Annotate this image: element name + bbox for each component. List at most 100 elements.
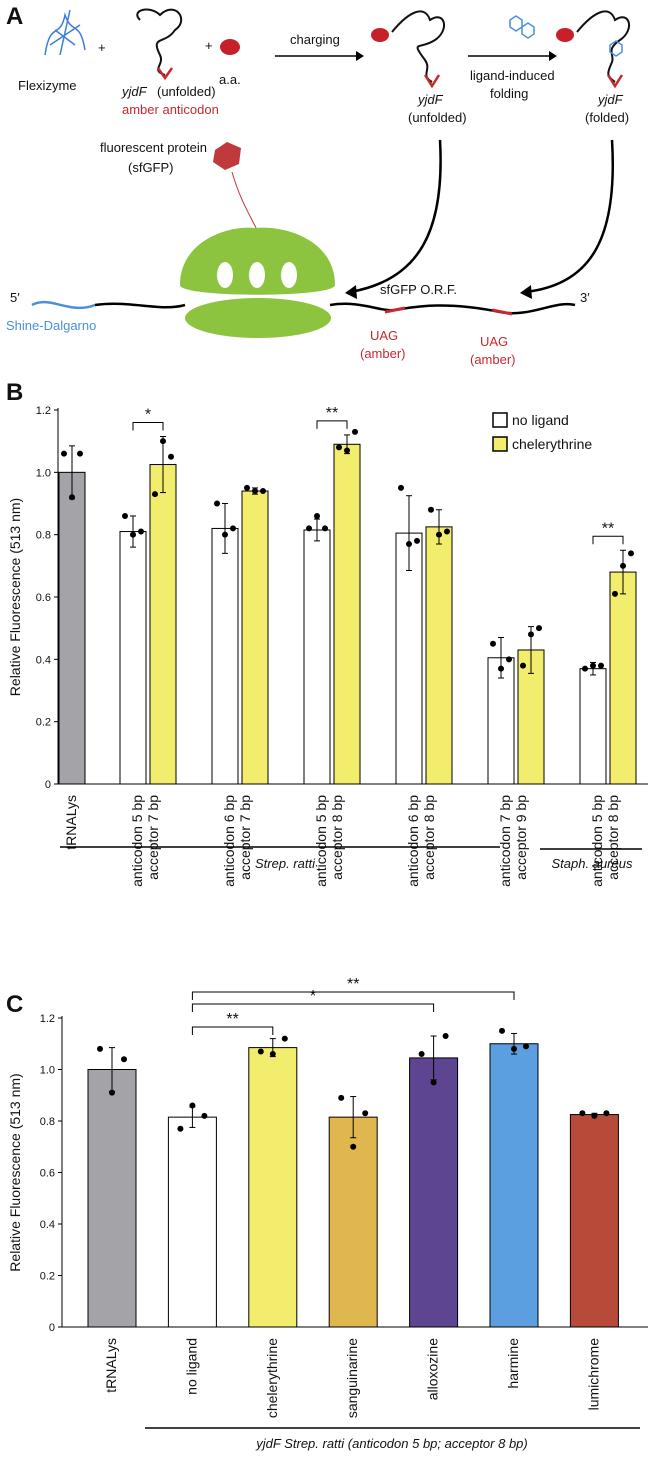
bar <box>333 443 361 785</box>
label: (unfolded) <box>408 110 467 125</box>
significance-bracket <box>316 420 348 429</box>
legend-swatch <box>492 436 508 452</box>
bar <box>425 526 453 785</box>
label: Shine-Dalgarno <box>6 318 96 333</box>
anticodon <box>423 74 441 89</box>
data-point <box>257 1048 264 1055</box>
bar <box>248 1047 298 1328</box>
shine-dalgarno-seq <box>31 300 96 310</box>
y-tick-label: 0 <box>45 779 51 791</box>
y-tick-label: 0.6 <box>36 592 51 604</box>
x-tick-label: acceptor 9 bp <box>513 795 529 880</box>
bar <box>119 531 147 785</box>
data-point <box>520 662 526 669</box>
data-point <box>336 444 342 451</box>
data-point <box>362 1110 369 1117</box>
protein-icon <box>213 142 241 170</box>
data-point <box>121 1056 127 1063</box>
significance-bracket <box>592 535 624 545</box>
label: folding <box>490 86 528 101</box>
x-tick-label: anticodon 5 bp <box>129 795 145 887</box>
mrna <box>94 302 576 315</box>
ribosome-site <box>249 262 265 288</box>
data-point <box>69 494 75 501</box>
data-point <box>168 453 174 460</box>
label: amber anticodon <box>122 102 219 117</box>
significance-bracket <box>132 421 164 431</box>
data-point <box>344 447 350 454</box>
data-point <box>201 1112 208 1119</box>
y-axis-label: Relative Fluorescence (513 nm) <box>7 498 23 696</box>
bar <box>328 1116 378 1328</box>
data-point <box>269 1051 276 1058</box>
data-point <box>122 512 128 519</box>
plus: + <box>98 40 106 55</box>
bar <box>609 571 637 785</box>
data-point <box>350 1143 357 1150</box>
data-point <box>498 665 504 672</box>
bar <box>241 490 269 785</box>
data-point <box>177 1125 184 1132</box>
significance-label: ** <box>326 405 338 422</box>
data-point <box>61 450 67 457</box>
ligand-icon <box>509 15 535 39</box>
bar <box>395 532 423 785</box>
data-point <box>603 1110 610 1117</box>
data-point <box>590 662 596 669</box>
label: a.a. <box>219 72 241 87</box>
x-tick-label: acceptor 7 bp <box>145 795 161 880</box>
data-point <box>579 1110 586 1117</box>
x-tick-label: alloxozine <box>425 1338 441 1400</box>
x-tick-label: acceptor 8 bp <box>605 795 621 880</box>
rna-icon <box>391 10 445 83</box>
y-tick-label: 0.4 <box>40 1219 55 1231</box>
data-point <box>306 525 312 532</box>
panel-label: A <box>6 3 23 30</box>
legend-label: no ligand <box>512 412 569 428</box>
bar <box>489 1043 539 1328</box>
label: yjdF <box>417 92 444 107</box>
x-tick-label: acceptor 8 bp <box>329 795 345 880</box>
label: sfGFP O.R.F. <box>380 282 457 297</box>
bar <box>58 471 86 785</box>
label: UAG <box>480 334 508 349</box>
data-point <box>97 1045 103 1052</box>
x-tick-label: sanguinarine <box>344 1338 360 1418</box>
data-point <box>628 550 634 557</box>
data-point <box>281 1035 288 1042</box>
y-tick-label: 0.2 <box>40 1271 55 1283</box>
ligand-icon <box>609 40 623 57</box>
data-point <box>398 484 404 491</box>
data-point <box>523 1043 529 1050</box>
data-point <box>418 1051 425 1058</box>
bar <box>579 668 607 785</box>
ribosome-site <box>281 262 297 288</box>
data-point <box>352 428 358 435</box>
amino-acid-icon <box>556 28 574 42</box>
linker <box>231 171 259 233</box>
data-point <box>314 512 320 519</box>
label: fluorescent protein <box>100 140 207 155</box>
y-tick-label: 0 <box>49 1322 55 1334</box>
x-tick-label: acceptor 7 bp <box>237 795 253 880</box>
ribosome-small <box>185 298 331 338</box>
data-point <box>230 525 236 532</box>
data-point <box>499 1027 505 1034</box>
x-tick-label: harmine <box>505 1338 521 1389</box>
bar <box>303 529 331 785</box>
significance-bracket <box>191 1003 435 1012</box>
label: 5′ <box>10 290 20 305</box>
amino-acid-icon <box>220 39 240 55</box>
group-label: Strep. ratti <box>255 856 316 871</box>
data-point <box>430 1079 437 1086</box>
y-tick-label: 0.8 <box>40 1116 55 1128</box>
data-point <box>338 1094 345 1101</box>
data-point <box>511 1045 517 1052</box>
group-label: Staph. aureus <box>552 856 633 871</box>
label: yjdF <box>597 92 624 107</box>
significance-bracket <box>191 1026 274 1035</box>
y-tick-label: 1.2 <box>36 405 51 417</box>
y-tick-label: 0.4 <box>36 654 51 666</box>
data-point <box>536 625 542 632</box>
